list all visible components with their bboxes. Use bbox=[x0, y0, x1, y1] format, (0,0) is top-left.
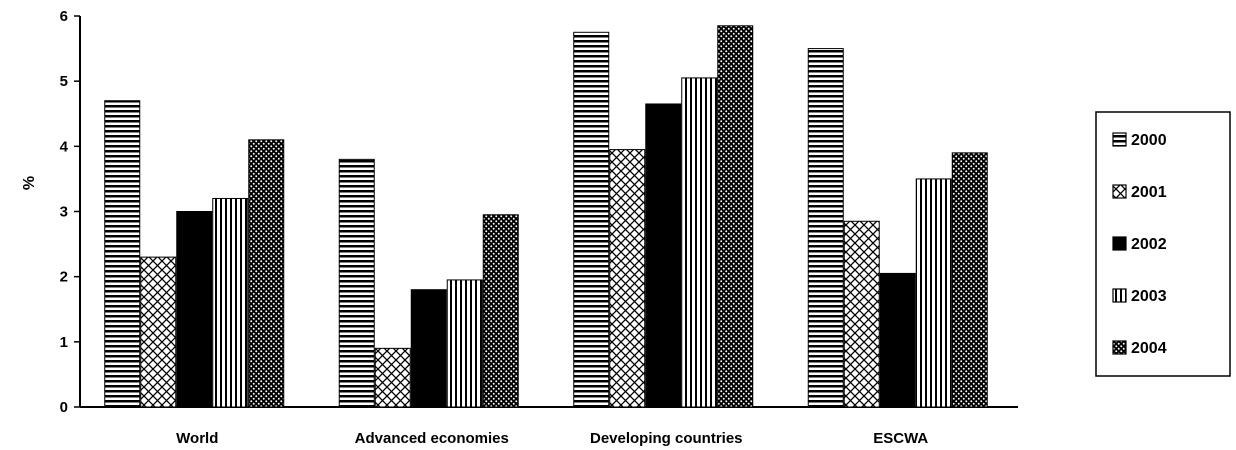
bars-group bbox=[104, 25, 988, 408]
legend-swatch bbox=[1112, 236, 1127, 251]
bar-2004 bbox=[717, 25, 754, 408]
bar-2003 bbox=[446, 279, 483, 408]
bar-2003 bbox=[915, 178, 952, 408]
bar-2001 bbox=[140, 256, 177, 408]
legend-swatch bbox=[1112, 340, 1127, 355]
legend-swatch bbox=[1112, 132, 1127, 147]
y-tick-label: 4 bbox=[60, 138, 69, 155]
bar-2001 bbox=[374, 347, 411, 408]
bar-2002 bbox=[410, 289, 447, 408]
category-labels: World Advanced economies Developing countr… bbox=[176, 430, 928, 447]
bar-2000 bbox=[807, 48, 844, 408]
y-tick-label: 5 bbox=[60, 73, 68, 90]
legend-label: 2000 bbox=[1131, 132, 1167, 149]
legend-label: 2004 bbox=[1131, 340, 1167, 357]
legend-swatch bbox=[1112, 288, 1127, 303]
bar-2000 bbox=[104, 100, 141, 408]
bar-2000 bbox=[573, 31, 610, 408]
y-tick-label: 2 bbox=[60, 269, 68, 286]
legend-label: 2002 bbox=[1131, 236, 1167, 253]
legend-swatch bbox=[1112, 184, 1127, 199]
y-axis-label: % bbox=[21, 176, 38, 190]
bar-2001 bbox=[843, 220, 880, 408]
bar-2004 bbox=[482, 214, 519, 408]
legend: 2000 2001 2002 2003 2004 bbox=[1095, 111, 1231, 377]
category-label: Advanced economies bbox=[355, 430, 509, 447]
y-axis-ticks: 0 1 2 3 4 5 6 bbox=[60, 8, 80, 416]
legend-label: 2003 bbox=[1131, 288, 1167, 305]
bar-2003 bbox=[681, 77, 718, 408]
y-tick-label: 6 bbox=[60, 8, 68, 25]
y-tick-label: 3 bbox=[60, 204, 68, 221]
bar-2002 bbox=[645, 103, 682, 408]
legend-label: 2001 bbox=[1131, 184, 1167, 201]
bar-2000 bbox=[338, 158, 375, 408]
bar-2004 bbox=[951, 152, 988, 408]
bar-2003 bbox=[212, 197, 249, 408]
category-label: World bbox=[176, 430, 218, 447]
y-tick-label: 1 bbox=[60, 334, 68, 351]
bar-2002 bbox=[176, 211, 213, 408]
category-label: ESCWA bbox=[873, 430, 928, 447]
bar-2001 bbox=[609, 149, 646, 408]
bar-2002 bbox=[879, 272, 916, 408]
category-label: Developing countries bbox=[590, 430, 743, 447]
bar-2004 bbox=[248, 139, 285, 408]
y-tick-label: 0 bbox=[60, 399, 68, 416]
